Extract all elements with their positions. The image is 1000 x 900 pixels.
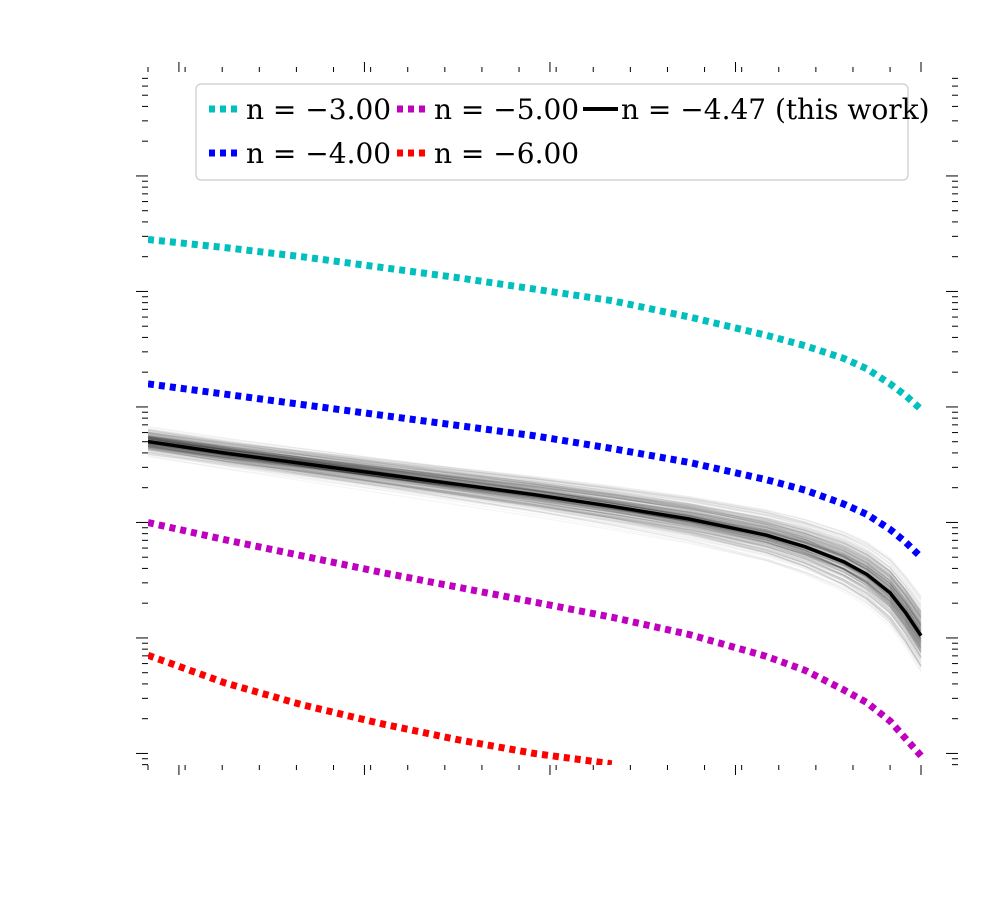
series-line-4-47	[148, 439, 923, 637]
legend: n = −3.00 n = −5.00 n = −4.47 (this work…	[195, 83, 930, 181]
series-lines	[148, 236, 924, 765]
legend-label-this-work: n = −4.47 (this work)	[621, 93, 930, 126]
legend-label-n-minus-6: n = −6.00	[434, 137, 579, 170]
series-line-3	[148, 236, 924, 412]
legend-box	[195, 83, 909, 181]
legend-label-n-minus-3: n = −3.00	[246, 93, 391, 126]
legend-label-n-minus-4: n = −4.00	[246, 137, 391, 170]
axes	[136, 62, 958, 775]
legend-label-n-minus-5: n = −5.00	[434, 93, 579, 126]
plot-background	[148, 72, 940, 765]
series-line-6	[148, 652, 613, 765]
series-line-4	[148, 380, 924, 560]
series-line-5	[148, 519, 924, 759]
